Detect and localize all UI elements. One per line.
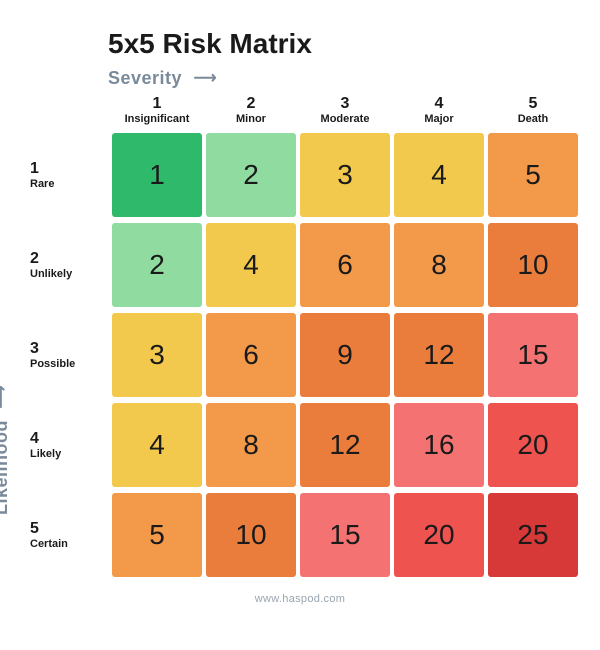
severity-header: 3Moderate bbox=[300, 95, 390, 125]
risk-cell: 2 bbox=[112, 223, 202, 307]
severity-header: 2Minor bbox=[206, 95, 296, 125]
risk-cell: 6 bbox=[206, 313, 296, 397]
risk-cell: 8 bbox=[206, 403, 296, 487]
risk-matrix: 1Insignificant2Minor3Moderate4Major5Deat… bbox=[30, 95, 570, 583]
likelihood-label-text: Possible bbox=[30, 358, 102, 370]
risk-cell: 8 bbox=[394, 223, 484, 307]
severity-text: Severity bbox=[108, 68, 182, 88]
likelihood-header: 2Unlikely bbox=[30, 250, 108, 280]
footer-credit: www.haspod.com bbox=[30, 593, 570, 605]
matrix-row: 3Possible3691215 bbox=[30, 313, 570, 397]
severity-label-text: Death bbox=[488, 113, 578, 125]
severity-label-text: Minor bbox=[206, 113, 296, 125]
likelihood-header: 5Certain bbox=[30, 520, 108, 550]
risk-cell: 15 bbox=[300, 493, 390, 577]
risk-cell: 2 bbox=[206, 133, 296, 217]
severity-label-text: Insignificant bbox=[112, 113, 202, 125]
severity-label-text: Moderate bbox=[300, 113, 390, 125]
likelihood-axis-label: Likelihood ⟶ bbox=[0, 385, 12, 515]
risk-cell: 20 bbox=[394, 493, 484, 577]
severity-header: 4Major bbox=[394, 95, 484, 125]
risk-cell: 12 bbox=[300, 403, 390, 487]
risk-cell: 5 bbox=[112, 493, 202, 577]
likelihood-label-text: Certain bbox=[30, 538, 102, 550]
page-title: 5x5 Risk Matrix bbox=[108, 28, 570, 60]
likelihood-num: 2 bbox=[30, 250, 102, 268]
severity-num: 2 bbox=[206, 95, 296, 113]
likelihood-header: 1Rare bbox=[30, 160, 108, 190]
matrix-row: 2Unlikely246810 bbox=[30, 223, 570, 307]
likelihood-label-text: Rare bbox=[30, 178, 102, 190]
severity-num: 1 bbox=[112, 95, 202, 113]
risk-cell: 5 bbox=[488, 133, 578, 217]
likelihood-text: Likelihood bbox=[0, 420, 11, 515]
severity-header: 1Insignificant bbox=[112, 95, 202, 125]
severity-label-text: Major bbox=[394, 113, 484, 125]
likelihood-num: 5 bbox=[30, 520, 102, 538]
severity-num: 4 bbox=[394, 95, 484, 113]
risk-cell: 3 bbox=[112, 313, 202, 397]
risk-cell: 10 bbox=[488, 223, 578, 307]
risk-cell: 10 bbox=[206, 493, 296, 577]
matrix-row: 1Rare12345 bbox=[30, 133, 570, 217]
matrix-row: 4Likely48121620 bbox=[30, 403, 570, 487]
risk-cell: 12 bbox=[394, 313, 484, 397]
matrix-row: 5Certain510152025 bbox=[30, 493, 570, 577]
severity-header: 5Death bbox=[488, 95, 578, 125]
risk-cell: 4 bbox=[112, 403, 202, 487]
likelihood-num: 4 bbox=[30, 430, 102, 448]
risk-cell: 3 bbox=[300, 133, 390, 217]
risk-cell: 1 bbox=[112, 133, 202, 217]
severity-num: 3 bbox=[300, 95, 390, 113]
risk-cell: 9 bbox=[300, 313, 390, 397]
likelihood-header: 3Possible bbox=[30, 340, 108, 370]
arrow-right-icon: ⟶ bbox=[0, 385, 11, 408]
risk-cell: 25 bbox=[488, 493, 578, 577]
risk-cell: 20 bbox=[488, 403, 578, 487]
risk-cell: 15 bbox=[488, 313, 578, 397]
likelihood-num: 1 bbox=[30, 160, 102, 178]
likelihood-num: 3 bbox=[30, 340, 102, 358]
likelihood-label-text: Unlikely bbox=[30, 268, 102, 280]
risk-cell: 4 bbox=[394, 133, 484, 217]
risk-cell: 16 bbox=[394, 403, 484, 487]
risk-cell: 4 bbox=[206, 223, 296, 307]
likelihood-header: 4Likely bbox=[30, 430, 108, 460]
risk-cell: 6 bbox=[300, 223, 390, 307]
severity-num: 5 bbox=[488, 95, 578, 113]
arrow-right-icon: ⟶ bbox=[194, 68, 217, 88]
likelihood-label-text: Likely bbox=[30, 448, 102, 460]
severity-axis-label: Severity ⟶ bbox=[108, 68, 570, 89]
